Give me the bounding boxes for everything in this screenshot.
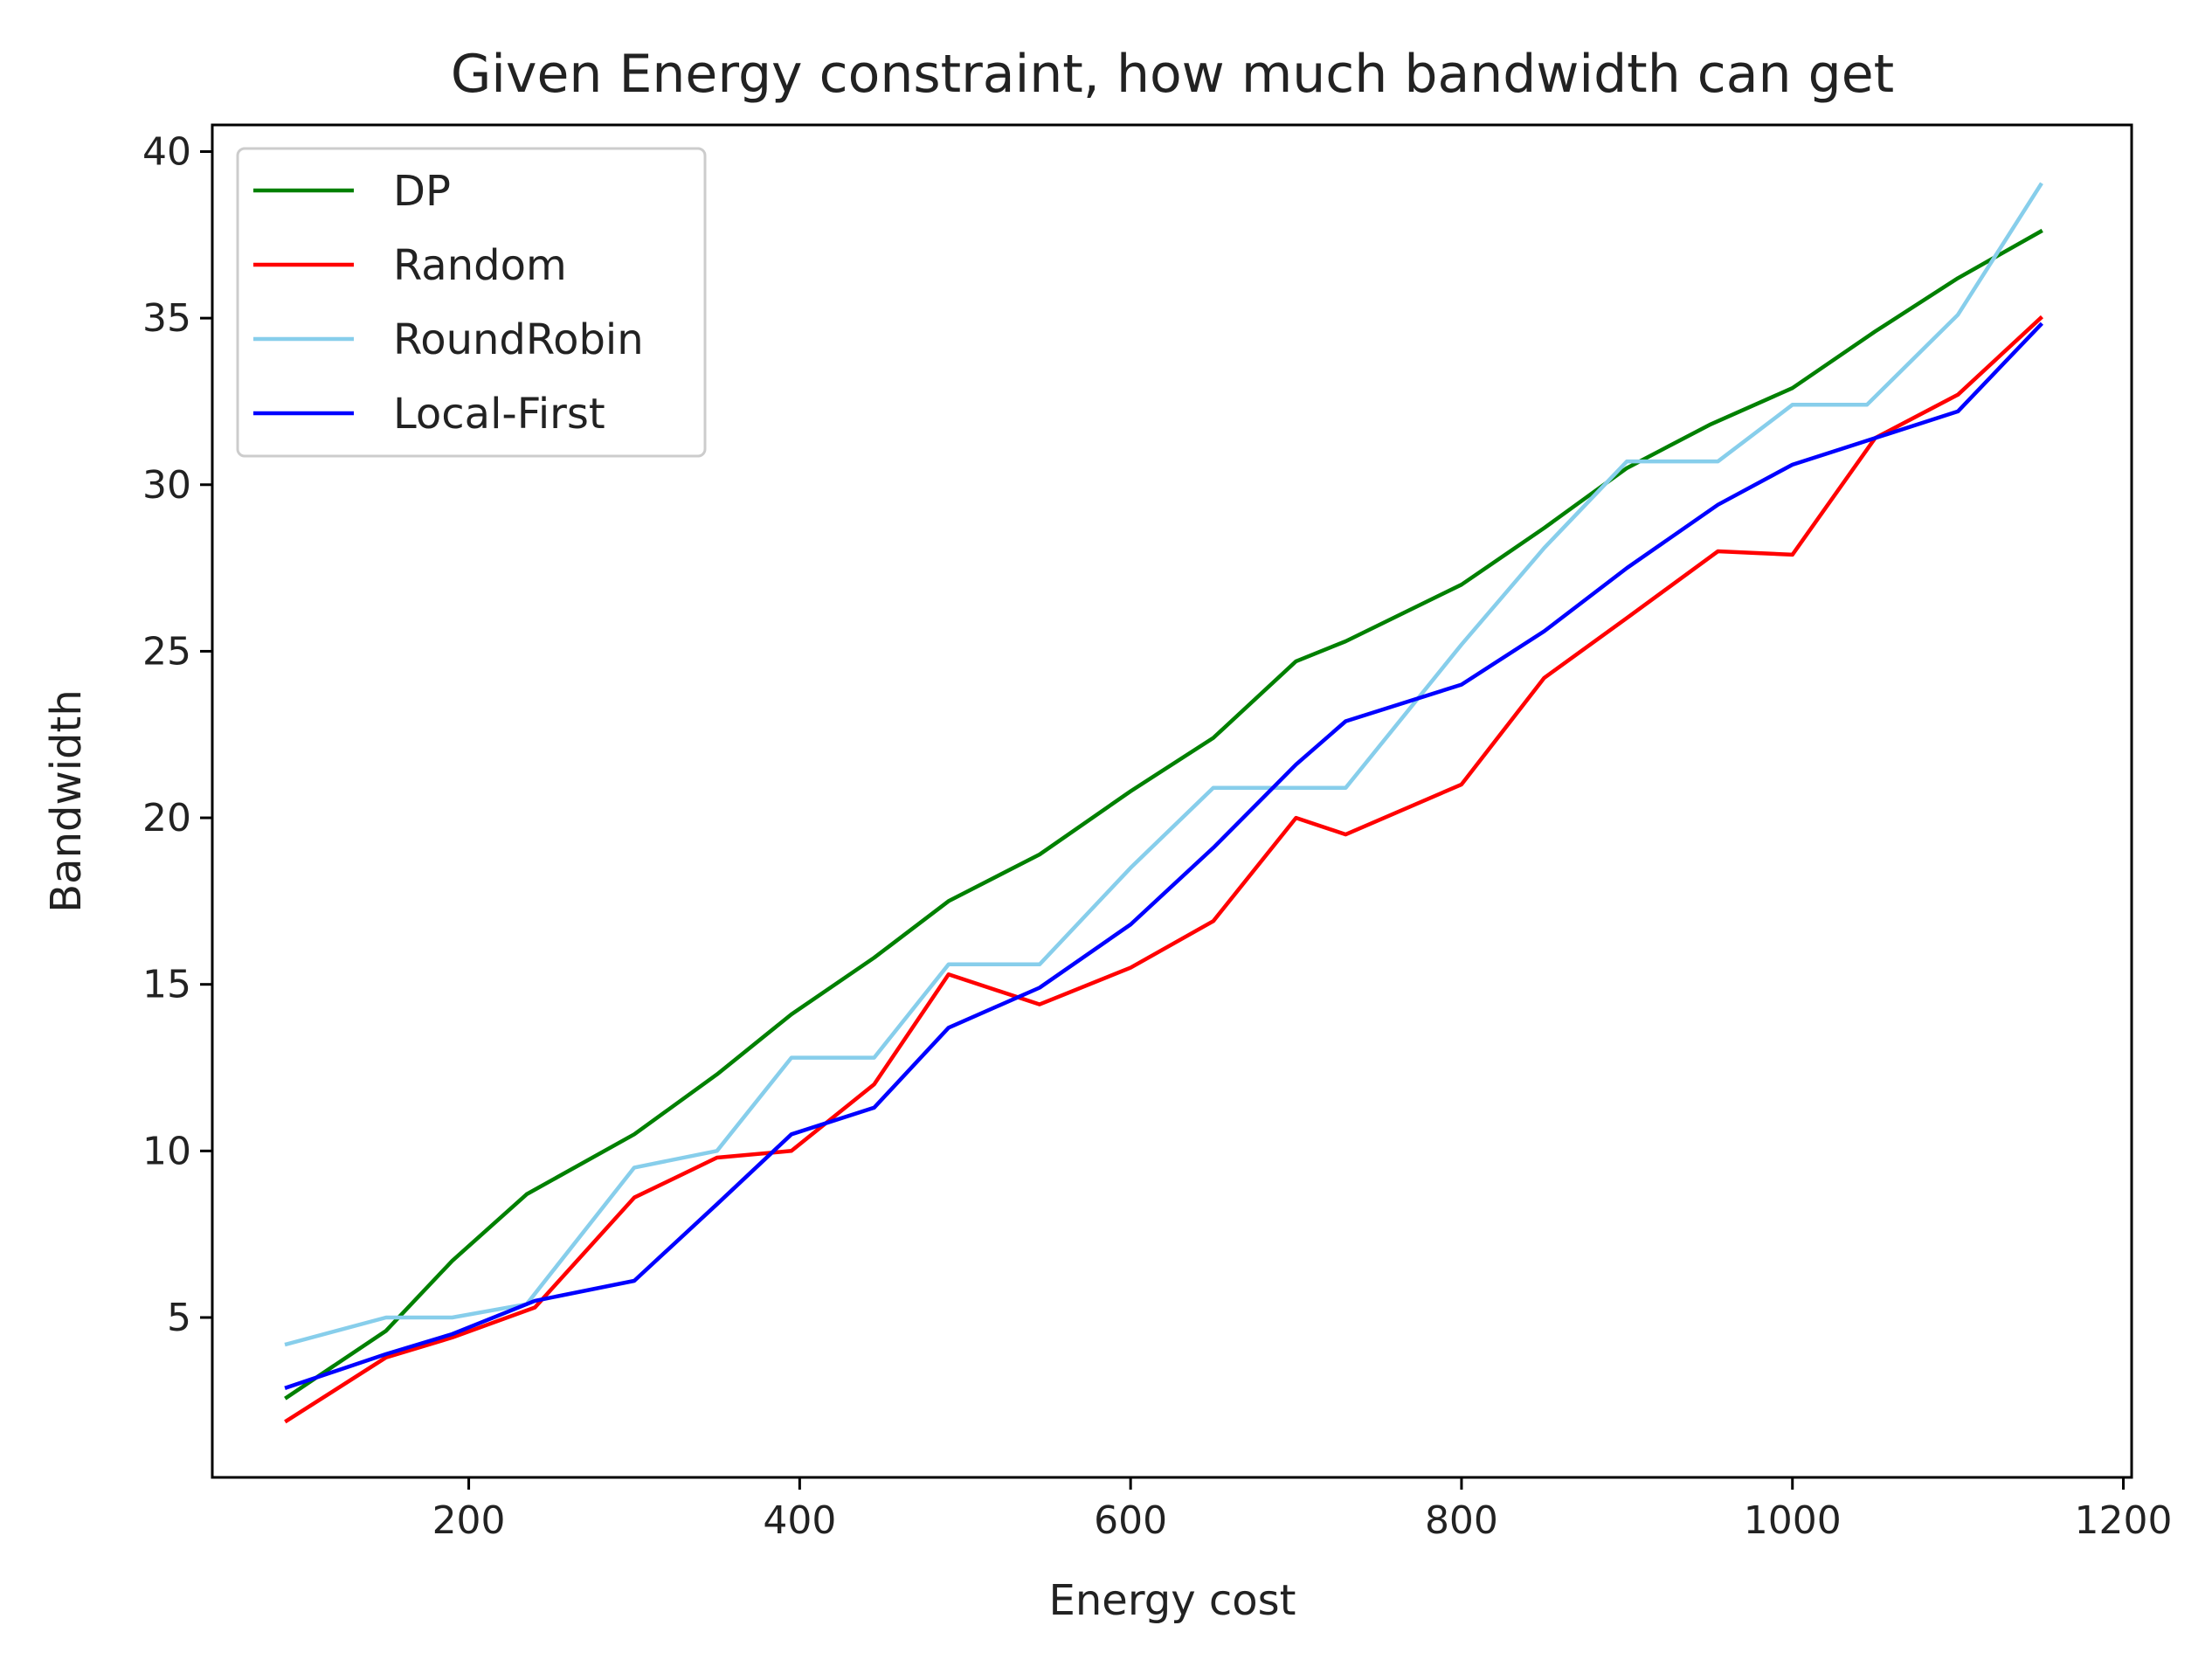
plot-area [211, 123, 2133, 1479]
series-layer [284, 182, 2043, 1424]
y-tick-label: 15 [142, 963, 191, 1007]
x-tick-label: 200 [432, 1498, 506, 1543]
x-tick-label: 400 [763, 1498, 836, 1543]
x-tick-label: 1200 [2075, 1498, 2173, 1543]
series-line-local-first [284, 322, 2043, 1390]
y-tick-label: 35 [142, 296, 191, 341]
y-axis-label: Bandwidth [42, 689, 91, 913]
y-axis: 5 10 15 20 25 30 35 40 [142, 130, 212, 1340]
series-line-random [284, 315, 2043, 1424]
legend-label-dp: DP [393, 167, 451, 216]
x-tick-label: 1000 [1744, 1498, 1842, 1543]
legend-label-local-first: Local-First [393, 390, 605, 439]
y-tick-label: 10 [142, 1129, 191, 1173]
legend-label-random: Random [393, 241, 567, 290]
y-tick-label: 40 [142, 130, 191, 175]
legend-label-roundrobin: RoundRobin [393, 315, 644, 364]
y-tick-label: 25 [142, 629, 191, 674]
x-tick-label: 600 [1094, 1498, 1167, 1543]
y-tick-label: 5 [167, 1296, 191, 1340]
x-axis-label: Energy cost [1049, 1576, 1296, 1625]
plot-frame [211, 123, 2133, 1479]
y-tick-label: 20 [142, 796, 191, 840]
y-tick-label: 30 [142, 463, 191, 508]
series-line-roundrobin [284, 182, 2043, 1347]
x-axis: 200 400 600 800 1000 1200 [432, 1477, 2173, 1543]
x-tick-label: 800 [1425, 1498, 1498, 1543]
legend-box [236, 147, 707, 458]
chart-title: Given Energy constraint, how much bandwi… [451, 44, 1894, 105]
series-line-dp [284, 228, 2043, 1401]
legend: DP Random RoundRobin Local-First [236, 147, 707, 458]
legend-items: DP Random RoundRobin Local-First [253, 167, 644, 439]
